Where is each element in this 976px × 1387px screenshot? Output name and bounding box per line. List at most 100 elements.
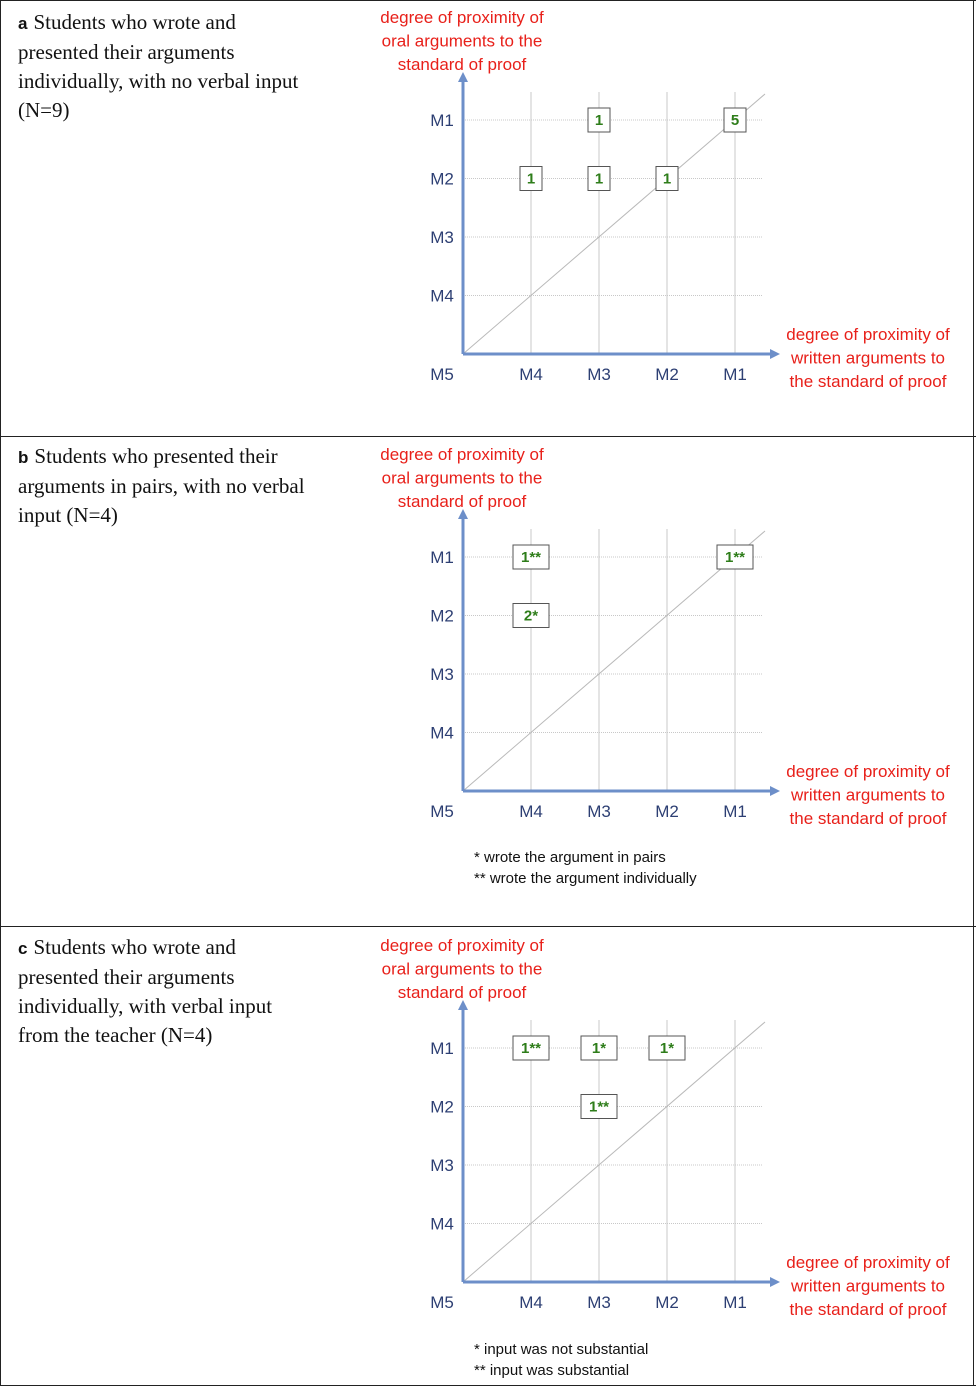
panel-c-description: Students who wrote and presented their a… (18, 935, 273, 1047)
x-axis-arrow-icon (770, 786, 780, 796)
panel-c-letter: c (18, 939, 28, 958)
data-point-box (655, 166, 679, 191)
data-point-box (580, 1035, 618, 1061)
data-point-count: 1** (725, 549, 745, 566)
panel-a-label: a Students who wrote and presented their … (18, 8, 318, 125)
data-point-count: 1 (663, 171, 671, 188)
x-axis-arrow-icon (770, 1277, 780, 1287)
y-tick-label: M4 (430, 724, 454, 743)
data-point-box (512, 544, 550, 570)
bottom-border (0, 1385, 976, 1386)
y-tick-label: M4 (430, 1215, 454, 1234)
y-axis-label: oral arguments to the (382, 960, 543, 979)
panel-divider-b-c (0, 926, 976, 927)
x-axis-label: written arguments to (790, 349, 945, 368)
y-axis-label: standard of proof (398, 983, 527, 1002)
data-point-count: 1** (589, 1099, 609, 1116)
data-point-box (519, 166, 543, 191)
y-tick-label: M4 (430, 287, 454, 306)
y-axis-label: degree of proximity of (380, 8, 544, 27)
data-point-box (512, 603, 550, 628)
x-tick-label: M4 (519, 1293, 543, 1312)
y-tick-label: M3 (430, 665, 454, 684)
y-axis-label: degree of proximity of (380, 936, 544, 955)
x-axis-label: written arguments to (790, 786, 945, 805)
y-axis-label: standard of proof (398, 492, 527, 511)
data-point-count: 5 (731, 112, 739, 129)
footnote-b-1: * wrote the argument in pairs (474, 849, 666, 866)
y-tick-label: M1 (430, 548, 454, 567)
origin-label: M5 (430, 1293, 454, 1312)
x-tick-label: M3 (587, 802, 611, 821)
diagonal-line (462, 1021, 766, 1283)
panel-c-label: c Students who wrote and presented their … (18, 933, 318, 1050)
panel-divider-a-b (0, 436, 976, 437)
data-point-count: 1** (521, 1040, 541, 1057)
x-axis-label: the standard of proof (790, 809, 947, 828)
panel-b-letter: b (18, 448, 29, 467)
x-tick-label: M2 (655, 1293, 679, 1312)
y-tick-label: M2 (430, 607, 454, 626)
data-point-box (512, 1035, 550, 1061)
y-tick-label: M1 (430, 111, 454, 130)
y-axis-arrow-icon (458, 1000, 468, 1010)
data-point-count: 1** (521, 549, 541, 566)
footnotes-c: * input was not substantial ** input was… (474, 1339, 648, 1381)
data-point-box (723, 107, 747, 133)
data-point-box (587, 107, 611, 133)
y-axis-label: oral arguments to the (382, 32, 543, 51)
chart-panel-a: degree of proximity of oral arguments to … (340, 4, 976, 424)
data-point-count: 1 (595, 171, 603, 188)
origin-label: M5 (430, 365, 454, 384)
diagonal-line (462, 93, 766, 355)
chart-c-svg: degree of proximity of oral arguments to … (380, 936, 950, 1319)
y-axis-label: standard of proof (398, 55, 527, 74)
footnotes-b: * wrote the argument in pairs ** wrote t… (474, 847, 697, 889)
y-axis-label: degree of proximity of (380, 445, 544, 464)
chart-panel-b: degree of proximity of oral arguments to … (340, 441, 976, 861)
data-point-box (716, 544, 754, 570)
top-border (0, 0, 976, 1)
footnote-c-2: ** input was substantial (474, 1362, 630, 1379)
x-tick-label: M4 (519, 802, 543, 821)
y-tick-label: M3 (430, 228, 454, 247)
x-axis-label: degree of proximity of (786, 1253, 950, 1272)
origin-label: M5 (430, 802, 454, 821)
x-axis-arrow-icon (770, 349, 780, 359)
x-axis-label: degree of proximity of (786, 762, 950, 781)
panel-a-letter: a (18, 14, 28, 33)
data-point-count: 1* (660, 1040, 674, 1057)
panel-b-description: Students who presented their arguments i… (18, 444, 305, 527)
panel-a-description: Students who wrote and presented their a… (18, 10, 299, 122)
data-point-count: 2* (524, 608, 538, 625)
x-tick-label: M1 (723, 802, 747, 821)
x-tick-label: M1 (723, 365, 747, 384)
y-axis-arrow-icon (458, 72, 468, 82)
x-tick-label: M3 (587, 365, 611, 384)
diagonal-line (462, 530, 766, 792)
y-axis-arrow-icon (458, 509, 468, 519)
data-point-box (648, 1035, 686, 1061)
y-axis-label: oral arguments to the (382, 469, 543, 488)
data-point-box (587, 166, 611, 191)
footnote-c-1: * input was not substantial (474, 1341, 649, 1358)
y-tick-label: M2 (430, 170, 454, 189)
chart-panel-c: degree of proximity of oral arguments to … (340, 932, 976, 1352)
x-tick-label: M2 (655, 365, 679, 384)
chart-b-svg: degree of proximity of oral arguments to … (380, 445, 950, 828)
x-axis-label: the standard of proof (790, 1300, 947, 1319)
x-tick-label: M1 (723, 1293, 747, 1312)
data-point-count: 1 (595, 112, 603, 129)
x-tick-label: M2 (655, 802, 679, 821)
x-tick-label: M3 (587, 1293, 611, 1312)
y-tick-label: M2 (430, 1098, 454, 1117)
data-point-count: 1 (527, 171, 535, 188)
panel-b-label: b Students who presented their arguments … (18, 442, 318, 530)
x-axis-label: the standard of proof (790, 372, 947, 391)
x-axis-label: degree of proximity of (786, 325, 950, 344)
x-axis-label: written arguments to (790, 1277, 945, 1296)
y-tick-label: M3 (430, 1156, 454, 1175)
data-point-count: 1* (592, 1040, 606, 1057)
y-tick-label: M1 (430, 1039, 454, 1058)
